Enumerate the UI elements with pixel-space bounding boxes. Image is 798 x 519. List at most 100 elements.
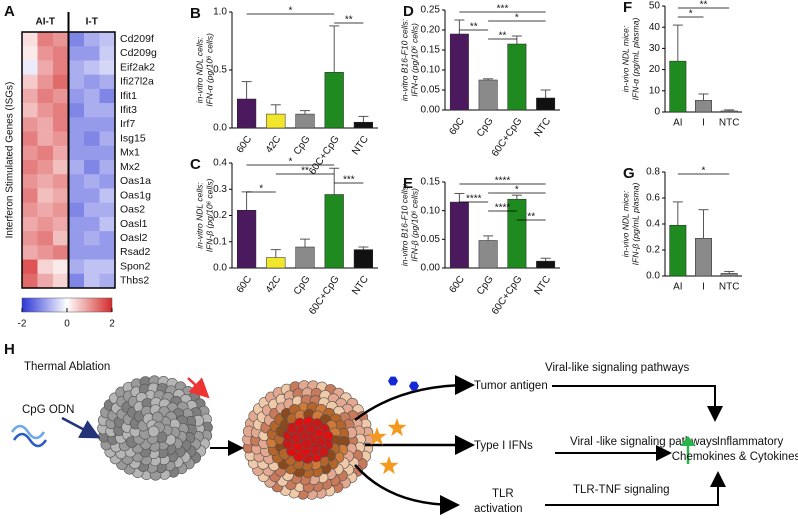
heatmap-cell: [53, 216, 69, 232]
heatmap-cell: [22, 60, 38, 75]
significance-label: ****: [466, 194, 482, 205]
heatmap-cell: [37, 117, 54, 132]
heatmap-cell: [53, 117, 69, 132]
cpg-wave: [12, 432, 48, 448]
heatmap-cell: [37, 103, 54, 118]
cpg-arrow: [61, 416, 101, 439]
heatmap-cell: [22, 131, 38, 147]
heatmap-cell: [53, 32, 69, 47]
panel-label: D: [403, 3, 414, 20]
heatmap-cell: [53, 103, 69, 118]
ifn-label: Type I IFNs: [474, 440, 533, 452]
heatmap-cell: [22, 188, 38, 203]
bar: [720, 110, 738, 113]
significance-label: ***: [497, 4, 509, 15]
bar: [507, 43, 527, 111]
y-axis-label: in-vivo NDL mice:: [620, 190, 630, 257]
gene-label: Oas1a: [120, 175, 151, 187]
x-tick-label: CpG: [292, 134, 313, 157]
gene-label: Oasl2: [120, 232, 148, 244]
y-tick-label: 0.15: [421, 177, 441, 188]
x-tick-label: NTC: [350, 274, 371, 297]
heatmap-cell: [99, 60, 116, 75]
gene-label: Cd209f: [120, 33, 154, 45]
heatmap-cell: [99, 231, 116, 246]
heatmap-cell: [99, 32, 116, 47]
heatmap-cell: [37, 145, 54, 161]
x-tick-label: 42C: [264, 274, 284, 295]
gene-label: Ifit3: [120, 104, 137, 116]
bar: [353, 121, 373, 129]
significance-label: *: [689, 9, 693, 20]
pathway-label: Viral -like signaling pathways: [570, 436, 718, 448]
heatmap-cell: [37, 160, 54, 175]
y-axis-label: IFN-α (pg/10⁶ cells): [204, 33, 214, 107]
panel-label: A: [4, 3, 15, 20]
heatmap-cell: [22, 259, 38, 275]
significance-label: *: [702, 166, 706, 177]
y-axis-label: IFN-α (pg/10⁶ cells): [409, 23, 419, 97]
y-tick-label: 0.6: [646, 193, 660, 204]
significance-label: *: [259, 184, 263, 195]
heatmap-cell: [22, 145, 38, 161]
bar: [295, 246, 315, 269]
bar: [507, 198, 527, 269]
heatmap-cell: [99, 174, 116, 189]
heatmap-cell: [84, 88, 100, 104]
x-tick-label: NTC: [719, 118, 740, 129]
heatmap-cell: [53, 174, 69, 189]
x-tick-label: NTC: [719, 282, 740, 293]
group-label: AI-T: [36, 17, 55, 28]
x-tick-label: CpG: [475, 116, 496, 139]
heatmap-cell: [68, 46, 85, 61]
heatmap-cell: [53, 273, 69, 289]
pathway-arrow: [545, 471, 726, 506]
significance-label: *: [515, 13, 519, 24]
heatmap-cell: [99, 117, 116, 132]
bar: [449, 201, 469, 269]
heatmap-cell: [84, 60, 100, 75]
x-tick-label: 60C: [447, 274, 467, 295]
ablation-arrow: [187, 377, 210, 399]
heatmap-cell: [37, 188, 54, 203]
y-tick-label: 0.10: [421, 205, 441, 216]
branch-bot: [354, 464, 460, 515]
x-tick-label: 60C: [235, 274, 255, 295]
heatmap-cell: [53, 259, 69, 275]
y-axis-label: in-vitro NDL cells:: [194, 182, 204, 249]
branch-top: [354, 375, 475, 421]
gene-label: Oas1g: [120, 189, 151, 201]
y-tick-label: 0.05: [421, 85, 441, 96]
heatmap-cell: [37, 88, 54, 104]
heatmap-cell: [68, 145, 85, 161]
antigen-label: Tumor antigen: [474, 380, 548, 392]
y-tick-label: 40: [649, 22, 661, 33]
x-tick-label: I: [702, 282, 705, 293]
heatmap-cell: [68, 60, 85, 75]
heatmap-cell: [84, 273, 100, 289]
heatmap-cell: [22, 273, 38, 289]
heatmap-cell: [53, 145, 69, 161]
heatmap-cell: [84, 117, 100, 132]
heatmap-cell: [99, 160, 116, 175]
significance-label: *: [515, 185, 519, 196]
tlr-label: activation: [474, 503, 523, 515]
panel-label: B: [190, 5, 201, 22]
heatmap-cell: [37, 60, 54, 75]
heatmap-cell: [68, 188, 85, 203]
heatmap-cell: [53, 202, 69, 218]
heatmap-cell: [22, 202, 38, 218]
bar: [266, 113, 286, 129]
x-tick-label: NTC: [532, 116, 553, 139]
gene-label: Mx2: [120, 161, 140, 173]
heatmap-cell: [99, 188, 116, 203]
heatmap-cell: [22, 88, 38, 104]
y-tick-label: 0.4: [646, 219, 660, 230]
y-axis-label: IFN-α (pg/mL plasma): [630, 18, 640, 101]
y-tick-label: 0.05: [421, 234, 441, 245]
heatmap-cell: [84, 145, 100, 161]
heatmap-cell: [68, 202, 85, 218]
heatmap-cell: [37, 273, 54, 289]
heatmap-cell: [99, 74, 116, 90]
heatmap-cell: [68, 216, 85, 232]
